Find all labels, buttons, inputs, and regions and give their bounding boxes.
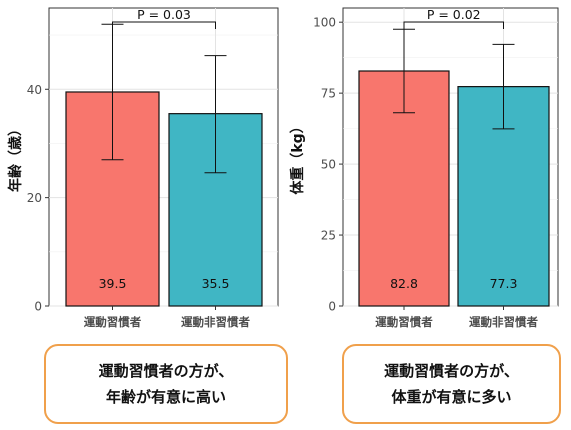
caption-weight-line2: 体重が有意に多い <box>391 388 512 406</box>
caption-weight-line1: 運動習慣者の方が、 <box>384 362 519 380</box>
y-tick-label-weight: 100 <box>313 16 336 30</box>
y-tick-label-weight: 50 <box>321 158 336 172</box>
y-tick-label-weight: 0 <box>328 300 336 314</box>
y-tick-label-age: 40 <box>27 83 42 97</box>
caption-age-line2: 年齢が有意に高い <box>105 388 226 406</box>
p-value-label-age: P = 0.03 <box>137 7 191 22</box>
caption-age-line1: 運動習慣者の方が、 <box>98 362 234 380</box>
significance-bracket-weight <box>403 21 504 29</box>
x-tick-label-age: 運動非習慣者 <box>181 315 250 329</box>
data-label-weight: 82.8 <box>390 276 418 291</box>
y-tick-label-age: 0 <box>34 300 42 314</box>
data-label-age: 35.5 <box>202 276 230 291</box>
p-value-label-weight: P = 0.02 <box>427 7 481 22</box>
data-label-weight: 77.3 <box>490 276 518 291</box>
y-tick-label-weight: 75 <box>321 87 336 101</box>
significance-bracket-age <box>112 21 216 29</box>
y-axis-title-weight: 体重（kg） <box>289 119 306 194</box>
caption-box-age: 運動習慣者の方が、 年齢が有意に高い <box>44 344 288 424</box>
x-tick-label-weight: 運動習慣者 <box>375 315 433 329</box>
y-axis-title-age: 年齢（歳） <box>7 122 24 192</box>
x-tick-label-weight: 運動非習慣者 <box>469 315 538 329</box>
y-tick-label-age: 20 <box>27 191 42 205</box>
data-label-age: 39.5 <box>99 276 127 291</box>
x-tick-label-age: 運動習慣者 <box>84 315 142 329</box>
caption-box-weight: 運動習慣者の方が、 体重が有意に多い <box>342 344 561 424</box>
y-tick-label-weight: 25 <box>321 229 336 243</box>
